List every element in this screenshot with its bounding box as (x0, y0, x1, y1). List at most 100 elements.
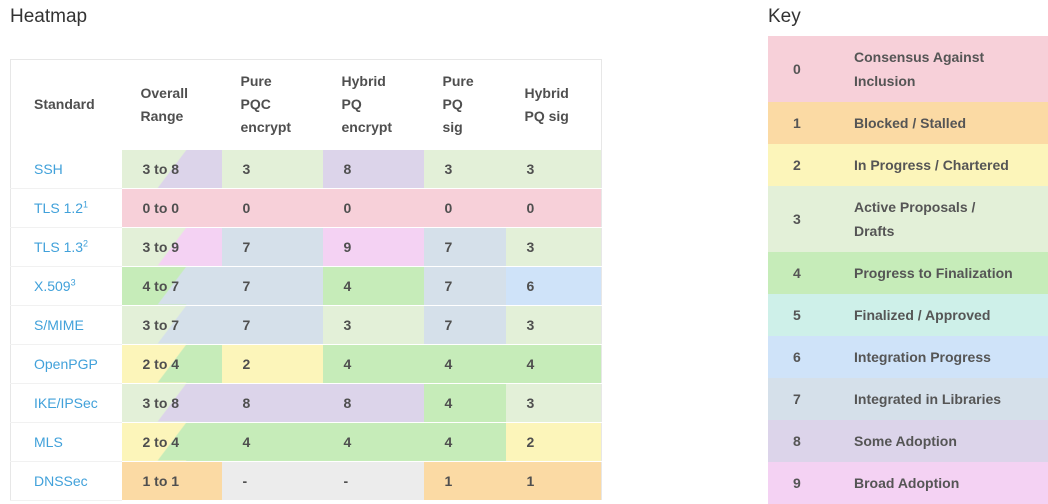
footnote-marker: 2 (83, 237, 89, 248)
heatmap-table-body: SSH 3 to 8 3 8 3 3 TLS 1.21 0 to 0 0 0 0 0 TLS 1.32 3… (10, 149, 602, 501)
value-cell: 7 (423, 227, 506, 267)
key-label: Integrated in Libraries (854, 391, 1002, 407)
value-cell: 0 (322, 188, 424, 228)
key-level: 1 (793, 115, 801, 131)
value-cell: 7 (221, 305, 323, 345)
key-table-body: 0 Consensus Against Inclusion 1 Blocked / S… (768, 36, 1048, 504)
footnote-marker: 1 (83, 198, 89, 209)
value-cell: 4 (505, 344, 602, 384)
key-row: 7 Integrated in Libraries (768, 378, 1048, 420)
value-cell: 7 (221, 266, 323, 306)
key-row: 0 Consensus Against Inclusion (768, 36, 1048, 102)
standard-link[interactable]: TLS 1.21 (34, 198, 89, 216)
overall-range-cell: 4 to 7 (121, 266, 222, 306)
key-row: 4 Progress to Finalization (768, 252, 1048, 294)
key-row: 5 Finalized / Approved (768, 294, 1048, 336)
column-header-hybrid-pq-sig: Hybrid PQ sig (505, 59, 602, 150)
heatmap-table-header: Standard Overall Range Pure PQC encrypt Hyb… (10, 59, 602, 150)
overall-range-cell: 3 to 8 (121, 149, 222, 189)
value-cell: 7 (423, 305, 506, 345)
value-cell: 1 (423, 461, 506, 501)
value-cell: 0 (505, 188, 602, 228)
column-header-pure-pq-sig: Pure PQ sig (423, 59, 506, 150)
value-cell: 3 (505, 149, 602, 189)
value-cell: 2 (221, 344, 323, 384)
value-cell: 7 (423, 266, 506, 306)
value-cell: - (322, 461, 424, 501)
key-label: Blocked / Stalled (854, 115, 967, 131)
value-cell: 7 (221, 227, 323, 267)
value-cell: 6 (505, 266, 602, 306)
standard-link[interactable]: DNSSec (34, 472, 88, 489)
overall-range-cell: 2 to 4 (121, 344, 222, 384)
value-cell: 3 (221, 149, 323, 189)
column-header-overall-range: Overall Range (121, 59, 222, 150)
standard-link[interactable]: IKE/IPSec (34, 394, 98, 411)
standard-link[interactable]: SSH (34, 160, 63, 177)
value-cell: 4 (322, 266, 424, 306)
key-label: Active Proposals / Drafts (854, 199, 976, 239)
key-level: 8 (793, 433, 801, 449)
heatmap-table: Standard Overall Range Pure PQC encrypt Hyb… (10, 59, 602, 501)
standard-link[interactable]: S/MIME (34, 316, 84, 333)
key-label: Consensus Against Inclusion (854, 49, 985, 89)
key-level: 4 (793, 265, 801, 281)
key-row: 2 In Progress / Chartered (768, 144, 1048, 186)
key-label: In Progress / Chartered (854, 157, 1009, 173)
value-cell: 8 (221, 383, 323, 423)
key-label: Progress to Finalization (854, 265, 1013, 281)
key-label: Some Adoption (854, 433, 957, 449)
value-cell: 3 (505, 227, 602, 267)
column-header-pure-pqc-encrypt: Pure PQC encrypt (221, 59, 323, 150)
standard-link[interactable]: X.5093 (34, 276, 76, 294)
key-label: Broad Adoption (854, 475, 960, 491)
standard-link[interactable]: MLS (34, 433, 63, 450)
value-cell: 3 (322, 305, 424, 345)
standard-link[interactable]: OpenPGP (34, 355, 98, 372)
key-row: 1 Blocked / Stalled (768, 102, 1048, 144)
standard-cell: X.5093 (10, 266, 122, 306)
heatmap-title: Heatmap (10, 6, 88, 27)
standard-cell: SSH (10, 149, 122, 189)
value-cell: 3 (505, 383, 602, 423)
heatmap-panel: Heatmap Standard Overall Range Pure PQC en… (10, 0, 602, 501)
key-level: 9 (793, 475, 801, 491)
key-level: 2 (793, 157, 801, 173)
key-level: 6 (793, 349, 801, 365)
overall-range-cell: 3 to 9 (121, 227, 222, 267)
value-cell: 2 (505, 422, 602, 462)
overall-range-cell: 2 to 4 (121, 422, 222, 462)
key-row: 6 Integration Progress (768, 336, 1048, 378)
key-row: 9 Broad Adoption (768, 462, 1048, 504)
standard-cell: IKE/IPSec (10, 383, 122, 423)
standard-cell: TLS 1.21 (10, 188, 122, 228)
key-panel: Key 0 Consensus Against Inclusion 1 Blocked… (768, 0, 1048, 504)
standard-cell: MLS (10, 422, 122, 462)
value-cell: 1 (505, 461, 602, 501)
overall-range-cell: 3 to 8 (121, 383, 222, 423)
value-cell: 4 (322, 344, 424, 384)
value-cell: 8 (322, 383, 424, 423)
value-cell: 4 (322, 422, 424, 462)
key-level: 0 (793, 61, 801, 77)
standard-cell: S/MIME (10, 305, 122, 345)
value-cell: 0 (221, 188, 323, 228)
column-header-standard: Standard (10, 59, 122, 150)
standard-link[interactable]: TLS 1.32 (34, 237, 89, 255)
standard-cell: DNSSec (10, 461, 122, 501)
overall-range-cell: 0 to 0 (121, 188, 222, 228)
header-row: Standard Overall Range Pure PQC encrypt Hyb… (10, 59, 602, 150)
column-header-hybrid-pq-encrypt: Hybrid PQ encrypt (322, 59, 424, 150)
footnote-marker: 3 (70, 276, 76, 287)
value-cell: 3 (505, 305, 602, 345)
value-cell: - (221, 461, 323, 501)
key-label: Integration Progress (854, 349, 991, 365)
